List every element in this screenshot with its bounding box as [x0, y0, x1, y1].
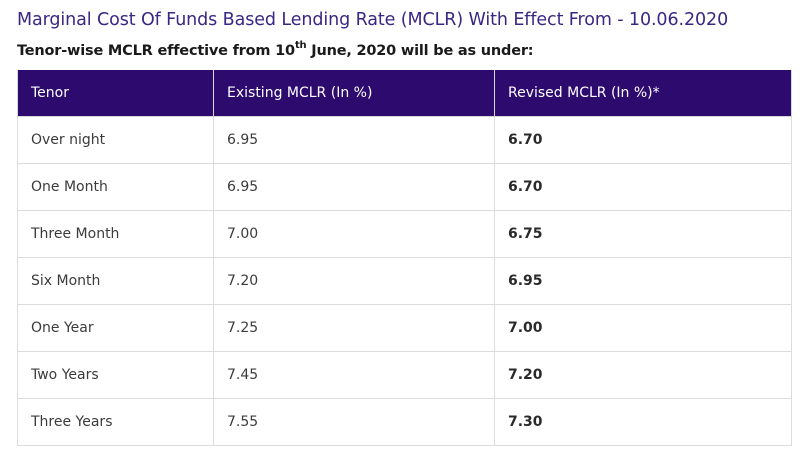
cell-tenor: One Year	[17, 304, 214, 352]
table-row: Three Month 7.00 6.75	[17, 210, 792, 258]
cell-existing: 7.25	[213, 304, 495, 352]
cell-revised: 7.30	[494, 398, 792, 446]
header-tenor: Tenor	[17, 70, 214, 117]
cell-revised: 7.00	[494, 304, 792, 352]
cell-existing: 6.95	[213, 163, 495, 211]
table-row: Over night 6.95 6.70	[17, 116, 792, 164]
subtitle-superscript: th	[294, 40, 307, 51]
cell-tenor: Three Years	[17, 398, 214, 446]
table-row: Six Month 7.20 6.95	[17, 257, 792, 305]
subtitle: Tenor-wise MCLR effective from 10th June…	[17, 40, 534, 59]
cell-tenor: Over night	[17, 116, 214, 164]
cell-revised: 6.70	[494, 163, 792, 211]
subtitle-text-after: June, 2020 will be as under:	[306, 42, 534, 59]
cell-revised: 6.95	[494, 257, 792, 305]
cell-tenor: Three Month	[17, 210, 214, 258]
cell-existing: 7.55	[213, 398, 495, 446]
cell-revised: 6.70	[494, 116, 792, 164]
cell-revised: 6.75	[494, 210, 792, 258]
mclr-table: Tenor Existing MCLR (In %) Revised MCLR …	[17, 70, 792, 446]
table-body: Over night 6.95 6.70 One Month 6.95 6.70…	[17, 116, 792, 446]
table-header: Tenor Existing MCLR (In %) Revised MCLR …	[17, 70, 792, 117]
page-title: Marginal Cost Of Funds Based Lending Rat…	[17, 10, 729, 30]
table-row: One Month 6.95 6.70	[17, 163, 792, 211]
header-revised-mclr: Revised MCLR (In %)*	[494, 70, 792, 117]
cell-existing: 7.45	[213, 351, 495, 399]
table-row: Two Years 7.45 7.20	[17, 351, 792, 399]
cell-tenor: Six Month	[17, 257, 214, 305]
header-existing-mclr: Existing MCLR (In %)	[213, 70, 495, 117]
table-row: Three Years 7.55 7.30	[17, 398, 792, 446]
table-header-row: Tenor Existing MCLR (In %) Revised MCLR …	[17, 70, 792, 117]
cell-revised: 7.20	[494, 351, 792, 399]
subtitle-text-before: Tenor-wise MCLR effective from 10	[17, 42, 295, 59]
table-row: One Year 7.25 7.00	[17, 304, 792, 352]
cell-existing: 6.95	[213, 116, 495, 164]
cell-tenor: Two Years	[17, 351, 214, 399]
cell-tenor: One Month	[17, 163, 214, 211]
cell-existing: 7.20	[213, 257, 495, 305]
cell-existing: 7.00	[213, 210, 495, 258]
